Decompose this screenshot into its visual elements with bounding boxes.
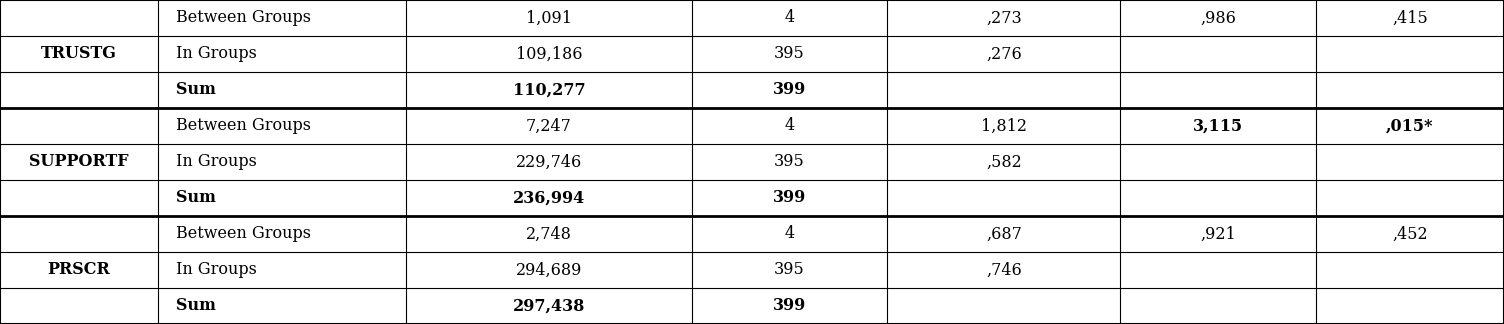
Text: 2,748: 2,748: [526, 226, 572, 242]
Text: 1,091: 1,091: [526, 9, 572, 27]
Text: 395: 395: [775, 45, 805, 63]
Text: 110,277: 110,277: [513, 82, 585, 98]
Text: ,746: ,746: [987, 261, 1021, 279]
Text: 395: 395: [775, 261, 805, 279]
Text: 109,186: 109,186: [516, 45, 582, 63]
Text: In Groups: In Groups: [176, 261, 257, 279]
Text: 7,247: 7,247: [526, 118, 572, 134]
Text: 229,746: 229,746: [516, 154, 582, 170]
Text: ,986: ,986: [1200, 9, 1236, 27]
Text: 399: 399: [773, 297, 806, 315]
Text: TRUSTG: TRUSTG: [41, 45, 117, 63]
Text: 236,994: 236,994: [513, 190, 585, 206]
Text: 294,689: 294,689: [516, 261, 582, 279]
Text: 395: 395: [775, 154, 805, 170]
Text: Between Groups: Between Groups: [176, 9, 311, 27]
Text: 1,812: 1,812: [981, 118, 1027, 134]
Text: 399: 399: [773, 82, 806, 98]
Text: ,276: ,276: [987, 45, 1021, 63]
Text: ,452: ,452: [1393, 226, 1427, 242]
Text: ,687: ,687: [987, 226, 1021, 242]
Text: Sum: Sum: [176, 190, 217, 206]
Text: ,015*: ,015*: [1387, 118, 1433, 134]
Text: 4: 4: [785, 118, 794, 134]
Text: PRSCR: PRSCR: [48, 261, 110, 279]
Text: Between Groups: Between Groups: [176, 226, 311, 242]
Text: 4: 4: [785, 9, 794, 27]
Text: ,273: ,273: [987, 9, 1021, 27]
Text: Sum: Sum: [176, 297, 217, 315]
Text: In Groups: In Groups: [176, 45, 257, 63]
Text: 3,115: 3,115: [1193, 118, 1244, 134]
Text: 399: 399: [773, 190, 806, 206]
Text: SUPPORTF: SUPPORTF: [29, 154, 129, 170]
Text: In Groups: In Groups: [176, 154, 257, 170]
Text: ,415: ,415: [1393, 9, 1427, 27]
Text: Between Groups: Between Groups: [176, 118, 311, 134]
Text: Sum: Sum: [176, 82, 217, 98]
Text: ,582: ,582: [987, 154, 1021, 170]
Text: ,921: ,921: [1200, 226, 1236, 242]
Text: 4: 4: [785, 226, 794, 242]
Text: 297,438: 297,438: [513, 297, 585, 315]
